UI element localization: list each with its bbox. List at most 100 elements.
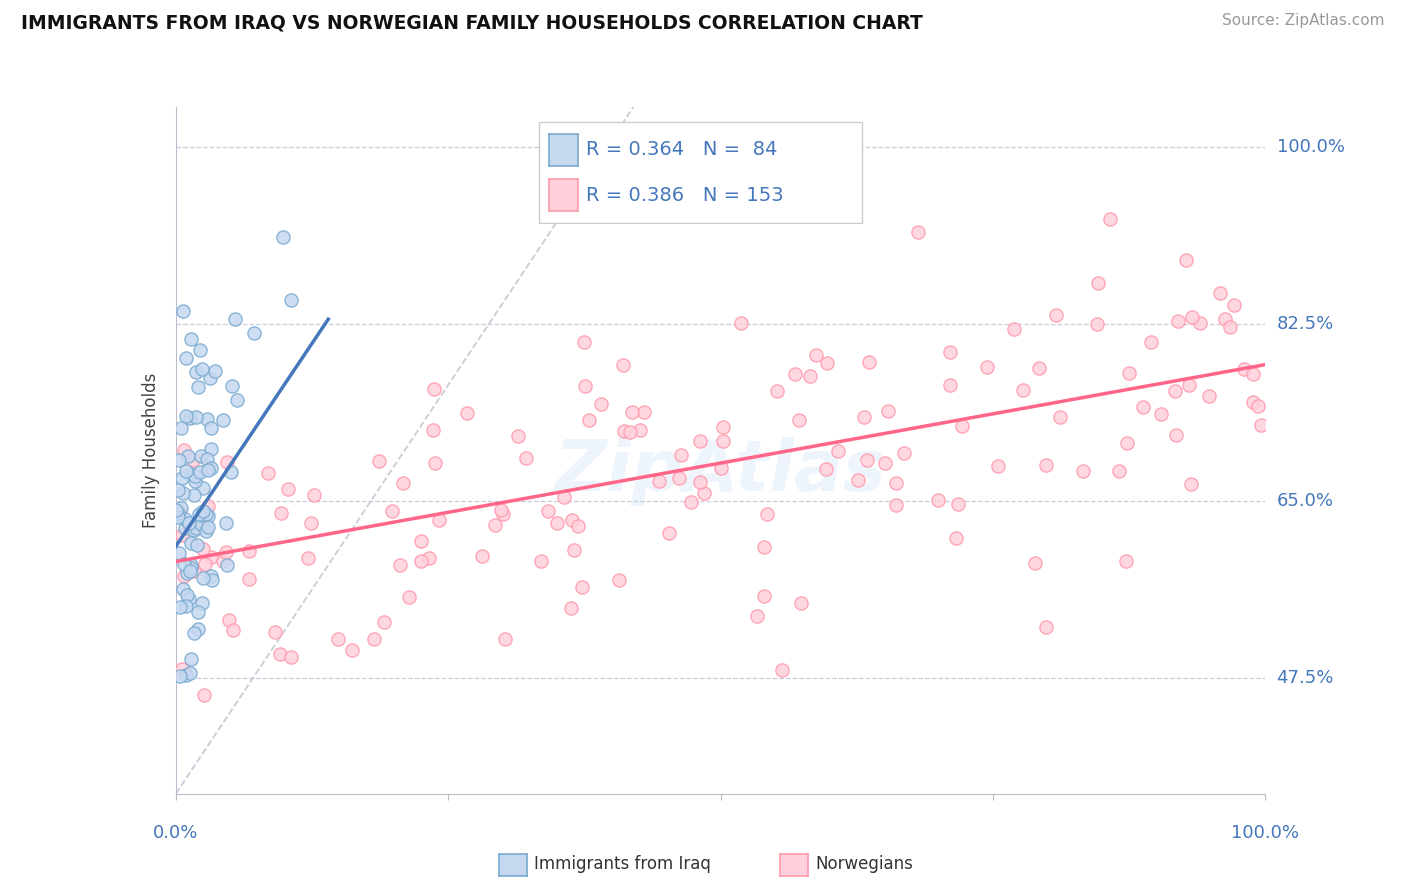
Point <box>1011 383 1033 397</box>
Point <box>814 461 837 475</box>
Point <box>537 504 560 518</box>
Point <box>411 554 433 568</box>
Point <box>884 476 907 491</box>
Point <box>578 413 600 427</box>
Point <box>180 332 202 346</box>
Point <box>217 455 239 469</box>
Point <box>1178 378 1201 392</box>
Point <box>572 335 595 350</box>
Point <box>693 486 716 500</box>
Point <box>238 543 260 558</box>
Text: ZipAtlas: ZipAtlas <box>555 436 886 506</box>
Point <box>342 643 364 657</box>
Point <box>1140 335 1163 350</box>
Point <box>946 497 969 511</box>
Point <box>176 566 198 581</box>
Point <box>180 561 202 575</box>
Point <box>169 507 191 521</box>
Point <box>658 525 681 540</box>
Point <box>1108 464 1130 478</box>
Point <box>907 225 929 239</box>
Point <box>571 580 593 594</box>
Point <box>225 393 247 408</box>
Point <box>200 371 222 385</box>
Point <box>1035 620 1057 634</box>
Point <box>194 524 217 538</box>
Point <box>484 518 506 533</box>
Point <box>612 359 634 373</box>
Point <box>165 503 187 517</box>
Point <box>747 609 769 624</box>
Point <box>1189 316 1212 330</box>
Point <box>567 519 589 533</box>
Point <box>1166 428 1188 442</box>
Point <box>174 409 197 423</box>
Point <box>190 449 212 463</box>
Point <box>858 355 880 369</box>
Point <box>195 508 218 522</box>
Point <box>939 345 962 359</box>
Point <box>187 507 209 521</box>
Point <box>1035 458 1057 472</box>
Point <box>238 572 260 586</box>
Y-axis label: Family Households: Family Households <box>142 373 160 528</box>
Point <box>492 507 515 521</box>
Point <box>1243 394 1265 409</box>
Point <box>1087 276 1109 290</box>
Point <box>195 452 218 467</box>
Point <box>183 626 205 640</box>
Point <box>945 532 967 546</box>
Point <box>373 615 395 629</box>
Point <box>167 546 190 560</box>
Point <box>553 490 575 504</box>
Point <box>633 405 655 419</box>
Point <box>183 565 205 579</box>
Point <box>204 363 226 377</box>
Point <box>613 424 636 438</box>
Point <box>1045 308 1067 322</box>
Point <box>187 380 209 394</box>
Point <box>368 454 391 468</box>
Point <box>1115 554 1137 568</box>
Point <box>1175 253 1198 268</box>
Point <box>197 519 219 533</box>
Point <box>174 351 197 365</box>
Point <box>200 460 222 475</box>
Point <box>1247 399 1270 413</box>
Point <box>1213 312 1236 326</box>
Point <box>1002 322 1025 336</box>
Point <box>873 456 896 470</box>
Point <box>302 488 325 502</box>
Point <box>1071 464 1094 478</box>
Point <box>389 558 412 573</box>
Point <box>876 404 898 418</box>
Point <box>170 470 193 484</box>
Point <box>170 662 193 676</box>
Point <box>1250 418 1272 433</box>
Point <box>173 558 195 572</box>
Point <box>1219 319 1241 334</box>
Point <box>561 513 583 527</box>
Point <box>574 379 596 393</box>
Point <box>190 516 212 531</box>
Point <box>173 569 195 583</box>
Point <box>218 613 240 627</box>
Point <box>689 434 711 448</box>
Point <box>215 545 238 559</box>
Point <box>1209 286 1232 301</box>
Text: 82.5%: 82.5% <box>1277 315 1334 334</box>
Point <box>179 666 201 681</box>
Point <box>398 590 420 604</box>
Point <box>1028 361 1050 376</box>
Point <box>221 378 243 392</box>
Text: 65.0%: 65.0% <box>1277 492 1333 510</box>
Point <box>174 512 197 526</box>
Point <box>987 459 1010 474</box>
Point <box>804 348 827 362</box>
Point <box>167 483 190 498</box>
Point <box>257 466 280 480</box>
Point <box>299 516 322 530</box>
Text: 0.0%: 0.0% <box>153 824 198 842</box>
Point <box>756 507 779 521</box>
Point <box>752 589 775 603</box>
